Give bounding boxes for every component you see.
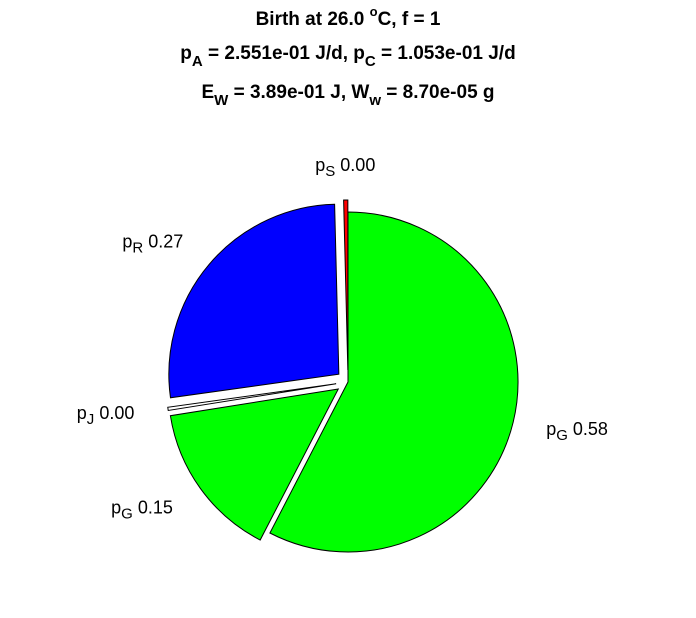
title-segment: W — [214, 92, 229, 109]
title-segment: A — [192, 53, 203, 70]
label-subscript: S — [325, 163, 335, 180]
label-symbol: p — [315, 155, 325, 175]
title-segment: Birth at 26.0 — [256, 9, 370, 30]
pie-slice — [168, 203, 340, 399]
title-segment: = 8.70e-05 g — [381, 82, 495, 103]
title-segment: E — [201, 82, 214, 103]
label-symbol: p — [111, 497, 121, 517]
label-value: 0.27 — [148, 231, 183, 251]
slice-label: pR 0.27 — [122, 231, 183, 256]
pie-slice — [343, 199, 349, 371]
title-segment: p — [180, 43, 192, 64]
chart-title: EW = 3.89e-01 J, Ww = 8.70e-05 g — [201, 82, 494, 109]
chart-title: pA = 2.551e-01 J/d, pC = 1.053e-01 J/d — [180, 43, 515, 70]
title-segment: o — [370, 4, 378, 19]
pie-slice — [269, 211, 519, 553]
label-symbol: p — [546, 419, 556, 439]
title-segment: = 1.053e-01 J/d — [376, 43, 516, 64]
title-segment: w — [368, 92, 381, 109]
slice-label: pG 0.15 — [111, 497, 173, 522]
label-symbol: p — [122, 231, 132, 251]
label-value: 0.58 — [573, 419, 608, 439]
label-subscript: J — [87, 411, 95, 428]
label-value: 0.00 — [340, 155, 375, 175]
label-subscript: G — [556, 427, 568, 444]
label-subscript: R — [132, 239, 143, 256]
chart-title: Birth at 26.0 oC, f = 1 — [256, 4, 441, 30]
pie-slice — [169, 388, 340, 541]
slice-label: pG 0.58 — [546, 419, 608, 444]
pie-slice — [167, 383, 337, 412]
title-segment: = 3.89e-01 J, W — [228, 82, 369, 103]
title-segment: C — [365, 53, 376, 70]
slice-label: pJ 0.00 — [77, 403, 135, 428]
label-symbol: p — [77, 403, 87, 423]
title-segment: C, f = 1 — [378, 9, 441, 30]
title-segment: = 2.551e-01 J/d, p — [203, 43, 365, 64]
label-subscript: G — [121, 505, 133, 522]
label-value: 0.00 — [99, 403, 134, 423]
slice-label: pS 0.00 — [315, 155, 375, 180]
label-value: 0.15 — [138, 497, 173, 517]
